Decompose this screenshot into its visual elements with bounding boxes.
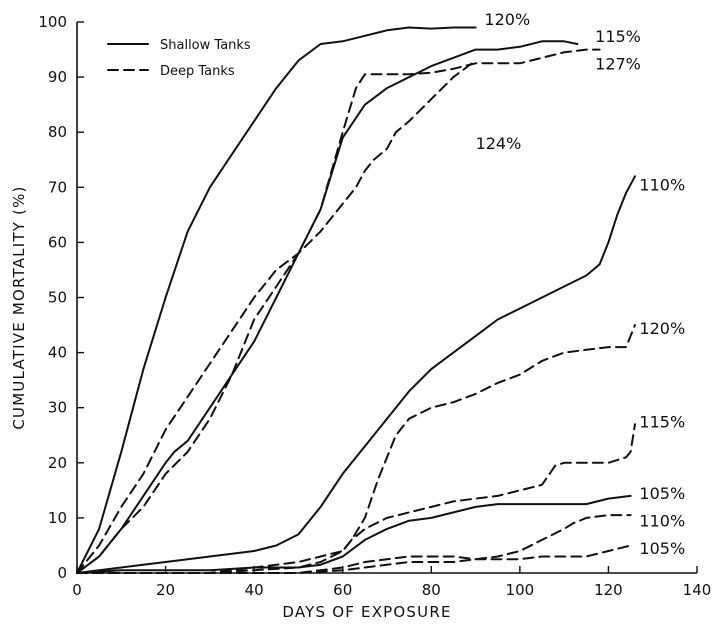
y-tick-label: 0 <box>57 564 67 582</box>
series-end-label: 124% <box>476 134 522 153</box>
x-tick-label: 120 <box>594 581 623 599</box>
end-labels: 120% 115% 127% 124% 110% 120% 115% 105% 110% 105% <box>476 10 686 558</box>
x-tick-label: 20 <box>156 581 175 599</box>
x-tick-label: 0 <box>72 581 82 599</box>
y-tick-label: 70 <box>48 178 67 196</box>
y-tick-label: 30 <box>48 399 67 417</box>
y-tick-label: 100 <box>38 13 67 31</box>
x-tick-label: 40 <box>245 581 264 599</box>
series-end-label: 127% <box>595 54 641 73</box>
series-line-deep-127pct <box>76 48 601 574</box>
series-end-label: 105% <box>639 539 685 558</box>
legend-label: Deep Tanks <box>160 64 235 79</box>
series-group <box>76 26 636 574</box>
series-line-shallow-120pct <box>76 26 477 574</box>
legend-label: Shallow Tanks <box>160 38 251 53</box>
y-tick-label: 20 <box>48 454 67 472</box>
series-line-shallow-110pct <box>76 175 636 574</box>
x-tick-label: 100 <box>506 581 535 599</box>
legend: Shallow Tanks Deep Tanks <box>107 38 251 79</box>
series-end-label: 110% <box>639 176 685 195</box>
x-tick-label: 140 <box>683 581 712 599</box>
series-line-deep-120pct <box>76 324 636 574</box>
series-line-deep-105pct <box>76 544 632 574</box>
y-axis-title: CUMULATIVE MORTALITY (%) <box>10 185 28 429</box>
series-end-label: 115% <box>639 412 685 431</box>
series-end-label: 115% <box>595 27 641 46</box>
series-end-label: 110% <box>639 512 685 531</box>
series-line-deep-115pct <box>76 423 636 574</box>
y-tick-label: 50 <box>48 289 67 307</box>
series-line-shallow-105pct <box>76 494 632 574</box>
x-axis-title: DAYS OF EXPOSURE <box>282 603 451 621</box>
y-tick-label: 80 <box>48 123 67 141</box>
x-tick-label: 80 <box>422 581 441 599</box>
y-tick-label: 60 <box>48 233 67 251</box>
series-end-label: 120% <box>484 10 530 29</box>
y-tick-label: 40 <box>48 344 67 362</box>
y-tick-label: 90 <box>48 68 67 86</box>
series-end-label: 120% <box>639 319 685 338</box>
series-line-shallow-115pct <box>76 40 579 574</box>
axes: 0 20 40 60 80 100 120 140 0 10 20 30 40 50 60 70 80 90 100… <box>10 13 711 621</box>
series-line-deep-124pct <box>76 59 477 574</box>
series-end-label: 105% <box>639 484 685 503</box>
y-tick-label: 10 <box>48 509 67 527</box>
x-tick-label: 60 <box>333 581 352 599</box>
